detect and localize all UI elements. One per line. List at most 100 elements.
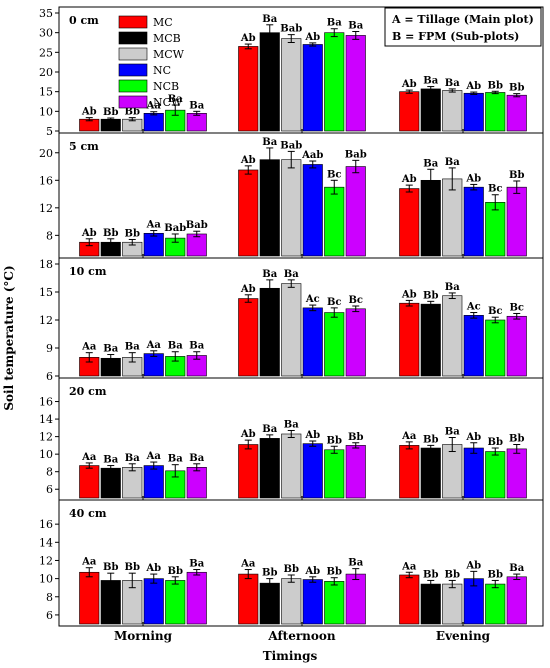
- bar-MCW: [442, 583, 463, 625]
- bar-NCW: [506, 186, 527, 257]
- significance-label: Ba: [445, 282, 460, 293]
- y-tick-label: 30: [39, 27, 53, 40]
- significance-label: Ab: [81, 228, 97, 239]
- y-tick-label: 14: [39, 536, 53, 549]
- significance-label: Ba: [262, 424, 277, 435]
- legend-label-NC: NC: [153, 64, 171, 77]
- bar-MC: [399, 91, 420, 132]
- significance-label: Ab: [304, 430, 320, 441]
- bar-MC: [79, 571, 100, 625]
- y-tick-label: 16: [39, 518, 53, 531]
- significance-label: Aa: [81, 342, 97, 353]
- bar-MC: [399, 574, 420, 625]
- legend-label-NCW: NCW: [153, 96, 183, 109]
- bar-NC: [463, 447, 484, 499]
- significance-label: Bb: [488, 569, 503, 580]
- significance-label: Ba: [125, 453, 140, 464]
- significance-label: Bc: [348, 295, 363, 306]
- x-category-afternoon: Afternoon: [267, 629, 335, 643]
- bar-MCW: [442, 178, 463, 257]
- bar-NCW: [345, 445, 366, 499]
- y-tick-label: 10: [39, 573, 53, 586]
- significance-label: Ba: [445, 426, 460, 437]
- significance-label: Ba: [262, 14, 277, 25]
- bar-MCB: [259, 582, 280, 625]
- bar-MCW: [281, 433, 302, 499]
- bar-NC: [143, 465, 164, 499]
- significance-label: Bb: [488, 437, 503, 448]
- significance-label: Bb: [509, 434, 524, 445]
- significance-label: Bc: [327, 169, 342, 180]
- y-tick-label: 10: [39, 105, 53, 118]
- y-tick-label: 16: [39, 396, 53, 409]
- bar-MCB: [100, 118, 121, 132]
- significance-label: Ba: [284, 419, 299, 430]
- bar-MC: [238, 298, 259, 377]
- significance-label: Ab: [401, 289, 417, 300]
- bar-MC: [79, 465, 100, 499]
- significance-label: Ab: [240, 33, 256, 44]
- significance-label: Ab: [304, 566, 320, 577]
- significance-label: Ab: [401, 174, 417, 185]
- significance-label: Aa: [401, 561, 417, 572]
- significance-label: Bb: [327, 567, 342, 578]
- bar-NCW: [186, 571, 207, 625]
- significance-label: Ba: [103, 344, 118, 355]
- significance-label: Ba: [262, 137, 277, 148]
- significance-label: Ac: [305, 294, 320, 305]
- significance-label: Bab: [186, 220, 208, 231]
- bar-MCB: [420, 88, 441, 132]
- x-category-evening: Evening: [436, 629, 491, 643]
- bar-NCB: [485, 319, 506, 377]
- y-tick-label: 15: [39, 286, 53, 299]
- significance-label: Bb: [284, 564, 299, 575]
- legend-label-MCB: MCB: [153, 32, 181, 45]
- significance-label: Bb: [125, 228, 140, 239]
- significance-label: Bb: [445, 569, 460, 580]
- significance-label: Aa: [81, 557, 97, 568]
- bar-NCB: [324, 449, 345, 499]
- y-tick-label: 6: [46, 609, 53, 622]
- bar-MCB: [259, 438, 280, 499]
- y-axis-title: Soil temperature (°C): [2, 265, 16, 410]
- significance-label: Ab: [465, 81, 481, 92]
- panel-20cm: 6 8 10 12 14 16 20 cm Aa Ba Ba Aa Ba Ba Ab Ba Ba Ab Bb Bb A…: [39, 377, 544, 501]
- bar-NC: [143, 232, 164, 257]
- significance-label: Ba: [348, 558, 363, 569]
- significance-label: Aa: [81, 452, 97, 463]
- annotation-line-fpm: B = FPM (Sub-plots): [392, 30, 519, 43]
- bar-NC: [302, 307, 323, 377]
- significance-label: Bab: [345, 149, 367, 160]
- bar-NC: [302, 443, 323, 499]
- significance-label: Bb: [103, 228, 118, 239]
- bar-NC: [302, 164, 323, 257]
- significance-label: Ab: [465, 432, 481, 443]
- bar-MCB: [259, 159, 280, 257]
- y-tick-label: 12: [39, 554, 53, 567]
- significance-label: Bb: [423, 434, 438, 445]
- annotation-box-frame: [384, 7, 542, 47]
- significance-label: Bb: [103, 107, 118, 118]
- panel-depth-label: 5 cm: [69, 140, 99, 153]
- y-tick-label: 5: [46, 125, 53, 138]
- y-tick-label: 12: [39, 202, 53, 215]
- significance-label: Aa: [146, 340, 162, 351]
- significance-label: Bb: [348, 432, 363, 443]
- significance-label: Ab: [401, 79, 417, 90]
- annotation-box: A = Tillage (Main plot) B = FPM (Sub-plo…: [384, 7, 542, 47]
- bar-MCW: [122, 467, 143, 499]
- bar-MC: [238, 46, 259, 132]
- bar-NCW: [345, 166, 366, 257]
- significance-label: Ab: [465, 173, 481, 184]
- significance-label: Bb: [509, 170, 524, 181]
- bar-MCB: [259, 287, 280, 377]
- significance-label: Aa: [146, 101, 162, 112]
- panel-depth-label: 10 cm: [69, 265, 107, 278]
- significance-label: Ba: [423, 158, 438, 169]
- legend-label-MC: MC: [153, 16, 173, 29]
- significance-label: Ab: [304, 32, 320, 43]
- significance-label: Ba: [262, 269, 277, 280]
- y-tick-label: 8: [46, 591, 53, 604]
